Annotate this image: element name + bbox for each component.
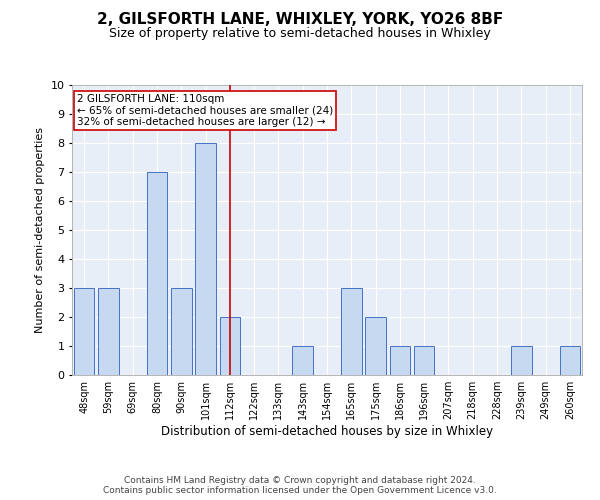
Bar [98, 288, 119, 375]
Bar [560, 346, 580, 375]
Text: Contains HM Land Registry data © Crown copyright and database right 2024.
Contai: Contains HM Land Registry data © Crown c… [103, 476, 497, 495]
Bar [341, 288, 362, 375]
X-axis label: Distribution of semi-detached houses by size in Whixley: Distribution of semi-detached houses by … [161, 425, 493, 438]
Text: 2 GILSFORTH LANE: 110sqm
← 65% of semi-detached houses are smaller (24)
32% of s: 2 GILSFORTH LANE: 110sqm ← 65% of semi-d… [77, 94, 334, 127]
Bar [414, 346, 434, 375]
Text: 2, GILSFORTH LANE, WHIXLEY, YORK, YO26 8BF: 2, GILSFORTH LANE, WHIXLEY, YORK, YO26 8… [97, 12, 503, 28]
Bar [146, 172, 167, 375]
Bar [220, 317, 240, 375]
Bar [292, 346, 313, 375]
Bar [365, 317, 386, 375]
Y-axis label: Number of semi-detached properties: Number of semi-detached properties [35, 127, 45, 333]
Bar [511, 346, 532, 375]
Bar [389, 346, 410, 375]
Bar [195, 143, 216, 375]
Bar [74, 288, 94, 375]
Text: Size of property relative to semi-detached houses in Whixley: Size of property relative to semi-detach… [109, 28, 491, 40]
Bar [171, 288, 191, 375]
